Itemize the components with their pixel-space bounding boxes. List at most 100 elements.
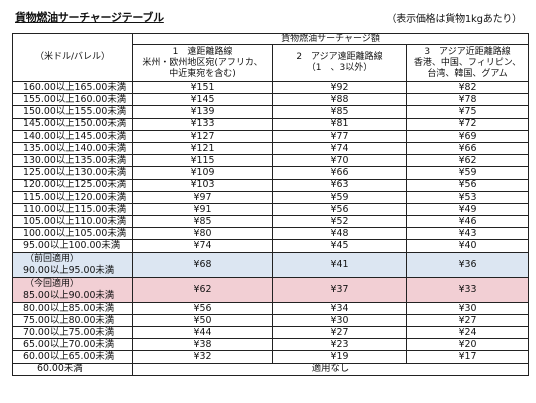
column-header-asia-long: 2 アジア遠距離路線 （1 、3以外） <box>272 44 407 82</box>
table-row: 125.00以上130.00未満 ¥109 ¥66 ¥59 <box>12 166 530 180</box>
table-row: 100.00以上105.00未満 ¥80 ¥48 ¥43 <box>12 227 530 241</box>
not-applicable-cell: 適用なし <box>131 362 530 376</box>
surcharge-asia-long: ¥70 <box>272 154 407 168</box>
table-row: 115.00以上120.00未満 ¥97 ¥59 ¥53 <box>12 190 530 204</box>
table-row: 65.00以上70.00未満 ¥38 ¥23 ¥20 <box>12 338 530 352</box>
surcharge-long-haul: ¥80 <box>132 227 273 241</box>
range-cell: 105.00以上110.00未満 <box>12 215 133 229</box>
range-label: 90.00以上95.00未満 <box>23 264 115 276</box>
surcharge-asia-short: ¥20 <box>405 338 530 352</box>
surcharge-long-haul: ¥115 <box>132 154 273 168</box>
surcharge-asia-long: ¥37 <box>272 276 407 303</box>
page-title: 貨物燃油サーチャージテーブル <box>15 11 164 24</box>
table-row: 150.00以上155.00未満 ¥139 ¥85 ¥75 <box>12 105 530 119</box>
surcharge-long-haul: ¥145 <box>132 93 273 107</box>
surcharge-asia-long: ¥48 <box>272 227 407 241</box>
range-cell: 140.00以上145.00未満 <box>12 129 133 143</box>
surcharge-asia-long: ¥45 <box>272 239 407 253</box>
surcharge-asia-long: ¥23 <box>272 338 407 352</box>
surcharge-long-haul: ¥97 <box>132 190 273 204</box>
surcharge-asia-long: ¥88 <box>272 93 407 107</box>
table-row: 120.00以上125.00未満 ¥103 ¥63 ¥56 <box>12 178 530 192</box>
surcharge-long-haul: ¥103 <box>132 178 273 192</box>
range-cell: 150.00以上155.00未満 <box>12 105 133 119</box>
surcharge-asia-short: ¥62 <box>405 154 530 168</box>
surcharge-asia-short: ¥43 <box>405 227 530 241</box>
range-cell: 160.00以上165.00未満 <box>12 80 133 95</box>
surcharge-asia-long: ¥77 <box>272 129 407 143</box>
range-label: 85.00以上90.00未満 <box>23 289 115 301</box>
surcharge-asia-short: ¥33 <box>405 276 530 303</box>
range-cell: 70.00以上75.00未満 <box>12 325 133 340</box>
range-cell: 110.00以上115.00未満 <box>12 202 133 217</box>
surcharge-asia-long: ¥41 <box>272 251 407 278</box>
table-row: 110.00以上115.00未満 ¥91 ¥56 ¥49 <box>12 202 530 217</box>
range-cell: 145.00以上150.00未満 <box>12 117 133 131</box>
group-header: 貨物燃油サーチャージ額 <box>131 33 530 45</box>
table-row: 130.00以上135.00未満 ¥115 ¥70 ¥62 <box>12 154 530 168</box>
surcharge-asia-short: ¥82 <box>405 80 530 95</box>
period-tag: （前回適用） <box>25 253 80 264</box>
range-cell: 125.00以上130.00未満 <box>12 166 133 180</box>
surcharge-long-haul: ¥56 <box>132 301 273 315</box>
surcharge-asia-long: ¥19 <box>272 350 407 364</box>
surcharge-asia-long: ¥85 <box>272 105 407 119</box>
range-cell: 155.00以上160.00未満 <box>12 93 133 107</box>
surcharge-asia-long: ¥59 <box>272 190 407 204</box>
surcharge-asia-short: ¥75 <box>405 105 530 119</box>
range-cell: 60.00以上65.00未満 <box>12 350 133 364</box>
column-header-long-haul: 1 遠距離路線 米州・欧州地区宛(アフリカ、 中近東宛を含む) <box>132 44 273 82</box>
range-cell: 130.00以上135.00未満 <box>12 154 133 168</box>
surcharge-asia-short: ¥40 <box>405 239 530 253</box>
surcharge-asia-long: ¥27 <box>272 325 407 340</box>
surcharge-asia-long: ¥63 <box>272 178 407 192</box>
surcharge-long-haul: ¥139 <box>132 105 273 119</box>
surcharge-asia-long: ¥81 <box>272 117 407 131</box>
period-tag: （今回適用） <box>25 278 80 289</box>
column-header-asia-short: 3 アジア近距離路線 香港、中国、フィリピン、 台湾、韓国、グアム <box>405 44 530 82</box>
table-row: 60.00以上65.00未満 ¥32 ¥19 ¥17 <box>12 350 530 364</box>
range-cell: 75.00以上80.00未満 <box>12 313 133 328</box>
surcharge-asia-short: ¥27 <box>405 313 530 328</box>
table-row: 105.00以上110.00未満 ¥85 ¥52 ¥46 <box>12 215 530 229</box>
range-header: （米ドル/バレル） <box>12 33 133 82</box>
range-cell: 100.00以上105.00未満 <box>12 227 133 241</box>
surcharge-long-haul: ¥91 <box>132 202 273 217</box>
surcharge-asia-long: ¥66 <box>272 166 407 180</box>
table-row: 75.00以上80.00未満 ¥50 ¥30 ¥27 <box>12 313 530 328</box>
surcharge-long-haul: ¥133 <box>132 117 273 131</box>
surcharge-long-haul: ¥74 <box>132 239 273 253</box>
surcharge-long-haul: ¥32 <box>132 350 273 364</box>
header-row-group: （米ドル/バレル） 貨物燃油サーチャージ額 <box>12 33 530 82</box>
range-cell: （今回適用） 85.00以上90.00未満 <box>12 276 133 303</box>
surcharge-long-haul: ¥50 <box>132 313 273 328</box>
surcharge-asia-short: ¥24 <box>405 325 530 340</box>
table-row: 160.00以上165.00未満 ¥151 ¥92 ¥82 <box>12 80 530 95</box>
range-cell: 80.00以上85.00未満 <box>12 301 133 315</box>
surcharge-asia-short: ¥17 <box>405 350 530 364</box>
surcharge-long-haul: ¥127 <box>132 129 273 143</box>
current-applied-row: （今回適用） 85.00以上90.00未満 ¥62 ¥37 ¥33 <box>12 276 530 303</box>
range-cell: 95.00以上100.00未満 <box>12 239 133 253</box>
surcharge-asia-short: ¥56 <box>405 178 530 192</box>
surcharge-table: （米ドル/バレル） 貨物燃油サーチャージ額 1 遠距離路線 米州・欧州地区宛(ア… <box>12 33 530 376</box>
surcharge-asia-short: ¥36 <box>405 251 530 278</box>
surcharge-asia-long: ¥30 <box>272 313 407 328</box>
table-row: 135.00以上140.00未満 ¥121 ¥74 ¥66 <box>12 141 530 156</box>
surcharge-long-haul: ¥62 <box>132 276 273 303</box>
table-row: 145.00以上150.00未満 ¥133 ¥81 ¥72 <box>12 117 530 131</box>
surcharge-asia-long: ¥34 <box>272 301 407 315</box>
surcharge-long-haul: ¥38 <box>132 338 273 352</box>
surcharge-long-haul: ¥109 <box>132 166 273 180</box>
range-cell: 115.00以上120.00未満 <box>12 190 133 204</box>
surcharge-asia-short: ¥66 <box>405 141 530 156</box>
table-row: 95.00以上100.00未満 ¥74 ¥45 ¥40 <box>12 239 530 253</box>
surcharge-long-haul: ¥68 <box>132 251 273 278</box>
surcharge-asia-short: ¥78 <box>405 93 530 107</box>
previous-applied-row: （前回適用） 90.00以上95.00未満 ¥68 ¥41 ¥36 <box>12 251 530 278</box>
table-row-not-applicable: 60.00未満 適用なし <box>12 362 530 376</box>
surcharge-asia-short: ¥69 <box>405 129 530 143</box>
surcharge-asia-long: ¥92 <box>272 80 407 95</box>
surcharge-long-haul: ¥121 <box>132 141 273 156</box>
range-cell: 120.00以上125.00未満 <box>12 178 133 192</box>
